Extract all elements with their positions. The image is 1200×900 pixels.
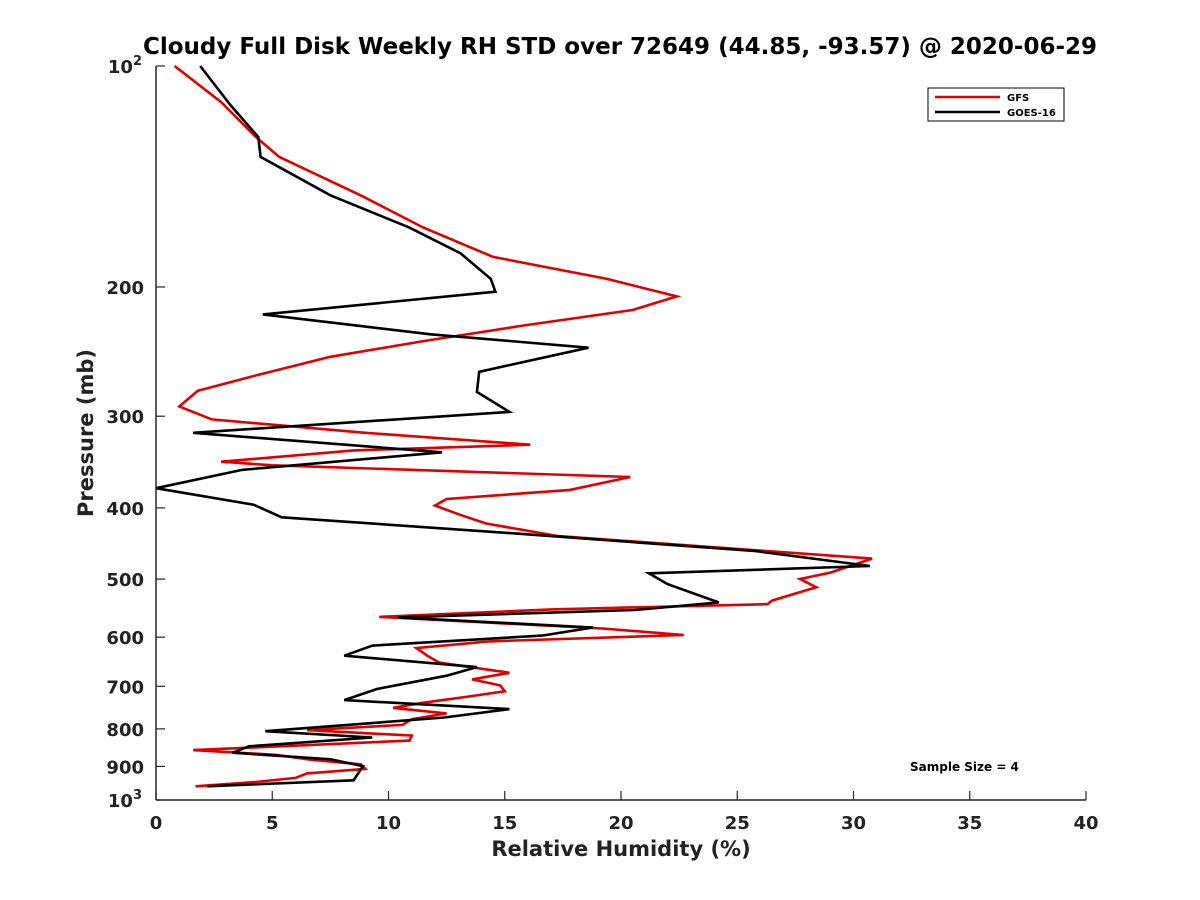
x-ticks: 0 5 10 15 20 25 30 35 40 bbox=[150, 791, 1099, 834]
y-tick-label: 800 bbox=[106, 720, 144, 741]
x-tick-label: 25 bbox=[725, 813, 750, 834]
x-tick-label: 5 bbox=[266, 813, 279, 834]
x-tick-label: 15 bbox=[492, 813, 517, 834]
x-tick-label: 20 bbox=[608, 813, 633, 834]
y-tick-label: 200 bbox=[106, 278, 144, 299]
y-tick-label: 700 bbox=[106, 677, 144, 698]
x-tick-label: 10 bbox=[376, 813, 401, 834]
series-lines bbox=[155, 64, 873, 788]
y-tick-label: 500 bbox=[106, 570, 144, 591]
y-tick-label: 103 bbox=[108, 788, 142, 812]
x-axis-label: Relative Humidity (%) bbox=[491, 837, 750, 861]
y-axis-label: Pressure (mb) bbox=[74, 349, 98, 517]
x-tick-label: 35 bbox=[957, 813, 982, 834]
legend-label-goes16: GOES-16 bbox=[1007, 108, 1056, 119]
y-ticks: 102 200 300 400 500 600 700 800 900 103 bbox=[106, 54, 165, 812]
y-tick-label: 300 bbox=[106, 407, 144, 428]
chart-title: Cloudy Full Disk Weekly RH STD over 7264… bbox=[143, 34, 1097, 60]
legend-label-gfs: GFS bbox=[1007, 93, 1029, 104]
sample-size-annotation: Sample Size = 4 bbox=[910, 760, 1019, 774]
y-tick-label: 900 bbox=[106, 757, 144, 778]
y-tick-label: 400 bbox=[106, 499, 144, 520]
series-line-goes16 bbox=[155, 65, 870, 788]
x-tick-label: 30 bbox=[841, 813, 866, 834]
series-line-gfs bbox=[173, 64, 873, 788]
y-tick-label: 102 bbox=[108, 54, 142, 78]
x-tick-label: 40 bbox=[1073, 813, 1098, 834]
legend-box bbox=[927, 87, 1065, 122]
legend: GFS GOES-16 bbox=[927, 87, 1065, 122]
y-tick-label: 600 bbox=[106, 628, 144, 649]
x-tick-label: 0 bbox=[150, 813, 163, 834]
